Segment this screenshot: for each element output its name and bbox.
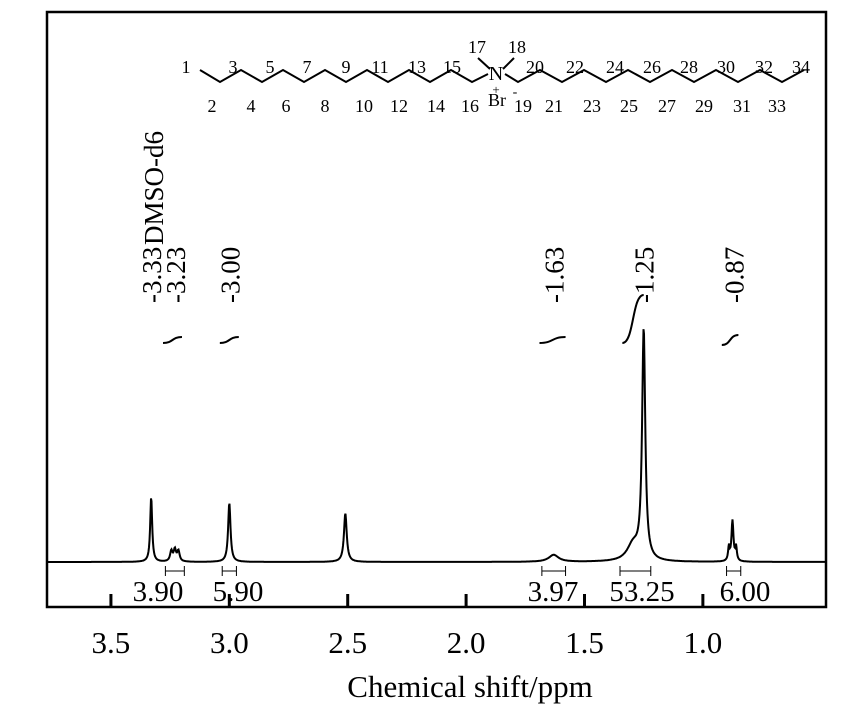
carbon-number: 3 bbox=[229, 57, 238, 77]
alkyl-chain-left bbox=[199, 68, 489, 84]
nitrogen-charge: + bbox=[492, 82, 499, 97]
x-axis-ticks: 3.5 3.0 2.5 2.0 1.5 1.0 bbox=[92, 594, 723, 660]
carbon-number: 24 bbox=[606, 57, 624, 77]
carbon-number: 19 bbox=[514, 96, 532, 116]
methyl-bond-18 bbox=[502, 57, 515, 70]
carbon-number: 33 bbox=[768, 96, 786, 116]
nitrogen-atom: N bbox=[489, 63, 503, 85]
carbon-number: 31 bbox=[733, 96, 751, 116]
integral-value: 3.97 bbox=[528, 576, 579, 608]
carbon-number: 26 bbox=[643, 57, 661, 77]
peak-label: -1.25 bbox=[630, 247, 660, 303]
integral-value: 5.90 bbox=[213, 576, 264, 608]
carbon-number: 27 bbox=[658, 96, 676, 116]
carbon-number: 20 bbox=[526, 57, 544, 77]
carbon-number: 11 bbox=[371, 57, 388, 77]
peak-label: -0.87 bbox=[720, 247, 750, 303]
carbon-number: 32 bbox=[755, 57, 773, 77]
x-tick-label: 2.5 bbox=[328, 625, 367, 660]
alkyl-chain-right bbox=[504, 68, 805, 84]
carbon-number: 13 bbox=[408, 57, 426, 77]
carbon-number: 2 bbox=[208, 96, 217, 116]
carbon-number: 17 bbox=[468, 37, 486, 57]
carbon-number: 16 bbox=[461, 96, 479, 116]
carbon-number: 7 bbox=[303, 57, 312, 77]
integral-value: 6.00 bbox=[720, 576, 771, 608]
carbon-numbers-bottom: 2 4 6 8 10 12 14 16 19 21 23 25 27 29 31 33 bbox=[208, 96, 787, 116]
x-tick-label: 3.0 bbox=[210, 625, 249, 660]
peak-label: -3.33 bbox=[137, 247, 167, 303]
integral-curve bbox=[162, 336, 183, 344]
x-axis-label: Chemical shift/ppm bbox=[347, 669, 592, 704]
carbon-number: 28 bbox=[680, 57, 698, 77]
carbon-number: 5 bbox=[266, 57, 275, 77]
x-tick-label: 1.5 bbox=[565, 625, 604, 660]
integral-markers: 3.90 5.90 3.97 53.25 6.00 bbox=[133, 566, 771, 608]
peak-label: -1.63 bbox=[540, 247, 570, 303]
carbon-number: 14 bbox=[427, 96, 445, 116]
bromide-charge: - bbox=[513, 85, 518, 100]
carbon-number: 22 bbox=[566, 57, 584, 77]
peak-label: -3.00 bbox=[215, 247, 245, 303]
solvent-label: DMSO-d6 bbox=[139, 131, 169, 245]
carbon-number: 8 bbox=[321, 96, 330, 116]
carbon-number: 30 bbox=[717, 57, 735, 77]
carbon-number: 34 bbox=[792, 57, 810, 77]
peak-label: -3.23 bbox=[161, 247, 191, 303]
carbon-number: 10 bbox=[355, 96, 373, 116]
carbon-number: 15 bbox=[443, 57, 461, 77]
bromide-counterion: Br bbox=[488, 90, 506, 110]
integral-value: 53.25 bbox=[609, 576, 674, 608]
methyl-bond-17 bbox=[477, 57, 491, 70]
x-tick-label: 1.0 bbox=[684, 625, 723, 660]
integral-value: 3.90 bbox=[133, 576, 184, 608]
carbon-number: 1 bbox=[182, 57, 191, 77]
carbon-number: 4 bbox=[247, 96, 256, 116]
peak-labels: -3.33-3.23 -3.00 -1.63 -1.25 -0.87 bbox=[137, 247, 750, 303]
integral-curve bbox=[539, 336, 566, 344]
carbon-number: 29 bbox=[695, 96, 713, 116]
integral-curves bbox=[162, 294, 739, 346]
carbon-number: 18 bbox=[508, 37, 526, 57]
carbon-number: 12 bbox=[390, 96, 408, 116]
integral-curve bbox=[721, 334, 739, 346]
carbon-number: 21 bbox=[545, 96, 563, 116]
integral-curve bbox=[621, 294, 645, 344]
x-tick-label: 3.5 bbox=[92, 625, 131, 660]
plot-frame bbox=[45, 10, 828, 609]
carbon-number: 25 bbox=[620, 96, 638, 116]
x-tick-label: 2.0 bbox=[447, 625, 486, 660]
carbon-number: 9 bbox=[342, 57, 351, 77]
carbon-number: 6 bbox=[282, 96, 291, 116]
integral-curve bbox=[219, 336, 239, 344]
spectrum-trace bbox=[48, 329, 825, 563]
carbon-number: 23 bbox=[583, 96, 601, 116]
